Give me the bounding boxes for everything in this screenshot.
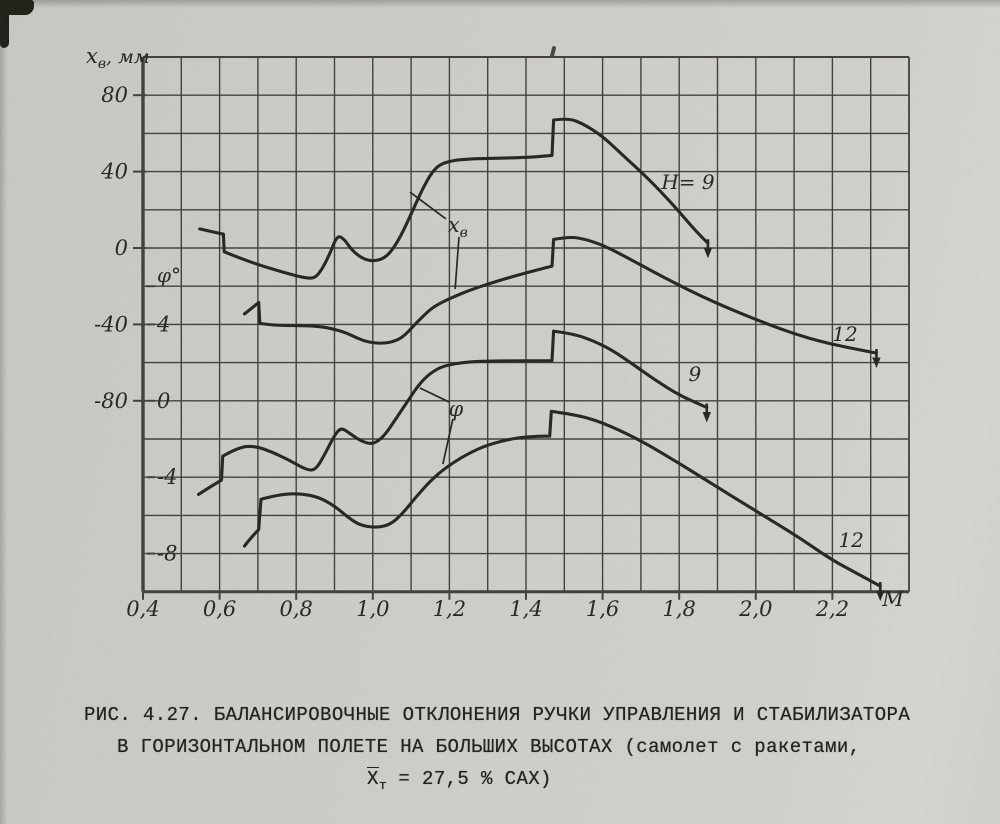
caption-xt-symbol: Х xyxy=(367,768,379,790)
deg-tick-label: 4 xyxy=(156,312,170,336)
y-axis-title-mm: xв, мм xyxy=(86,44,150,72)
mm-tick-label: 40 xyxy=(100,160,128,184)
mm-tick-label: -40 xyxy=(94,312,128,336)
curve-xv-h9 xyxy=(198,117,710,280)
curve-xv-h12-label: 12 xyxy=(832,322,857,346)
x-tick-label: 2,2 xyxy=(815,597,849,621)
annotation-xv-label: xв xyxy=(448,213,468,241)
curve-phi-h9-end-arrow xyxy=(702,403,711,423)
deg-tick-label: -4 xyxy=(157,465,177,489)
x-tick-label: 1,4 xyxy=(509,597,542,621)
x-tick-label: 0,8 xyxy=(279,597,312,621)
x-tick-label: 1,0 xyxy=(356,597,389,621)
grid-lines xyxy=(141,56,910,594)
curve-phi-h12 xyxy=(242,409,882,588)
annotation-xv-leader xyxy=(409,191,447,220)
deg-tick-label: -8 xyxy=(157,542,177,566)
annotation-phi-label: φ xyxy=(449,397,464,421)
annotation-xv-leader xyxy=(454,236,460,290)
curve-phi-h9 xyxy=(196,329,709,496)
y-axis-title-deg: φ° xyxy=(157,263,181,287)
caption-xt-subscript: т xyxy=(378,777,387,793)
curves: Н= 9 12 9 12 xyxy=(196,117,885,602)
curve-annotations: xв φ xyxy=(409,191,468,465)
curve-phi-h12-label: 12 xyxy=(838,528,863,552)
x-tick-label: 1,8 xyxy=(662,597,695,621)
annotation-phi-leader xyxy=(442,418,454,465)
mm-tick-label: 0 xyxy=(115,236,128,260)
curve-phi-h9-label: 9 xyxy=(689,362,702,386)
x-tick-label: 1,2 xyxy=(433,597,466,621)
curve-phi-h12-end-arrow xyxy=(876,582,885,602)
x-tick-label: 0,6 xyxy=(203,597,236,621)
x-tick-label: 0,4 xyxy=(126,597,159,621)
deg-tick-label: 0 xyxy=(157,389,170,413)
annotation-phi-leader xyxy=(419,387,450,403)
curve-xv-h9-label: Н= 9 xyxy=(660,170,715,194)
mm-tick-label: -80 xyxy=(94,389,128,413)
y-axis-mm: 80 40 0 -40 -80 xв, мм xyxy=(86,44,150,413)
caption-line-2: В ГОРИЗОНТАЛЬНОМ ПОЛЕТЕ НА БОЛЬШИХ ВЫСОТ… xyxy=(117,736,861,758)
caption-line-3-rest: = 27,5 % САХ) xyxy=(386,768,552,790)
mm-tick-label: 80 xyxy=(101,83,128,107)
curve-xv-h12 xyxy=(242,235,878,355)
y-axis-deg: φ° 4 0 -4 -8 xyxy=(146,263,181,566)
x-axis: 0,4 0,6 0,8 1,0 1,2 1,4 1,6 1,8 2,0 2,2 М xyxy=(126,587,904,621)
x-tick-label: 1,6 xyxy=(586,597,619,621)
caption-line-1: РИС. 4.27. БАЛАНСИРОВОЧНЫЕ ОТКЛОНЕНИЯ РУ… xyxy=(84,704,911,726)
caption-line-3: Хт = 27,5 % САХ) xyxy=(367,769,552,796)
curve-xv-h12-end-arrow xyxy=(872,349,881,369)
curve-xv-h9-end-arrow xyxy=(703,239,713,259)
x-tick-label: 2,0 xyxy=(738,597,772,621)
x-axis-title: М xyxy=(881,587,904,611)
